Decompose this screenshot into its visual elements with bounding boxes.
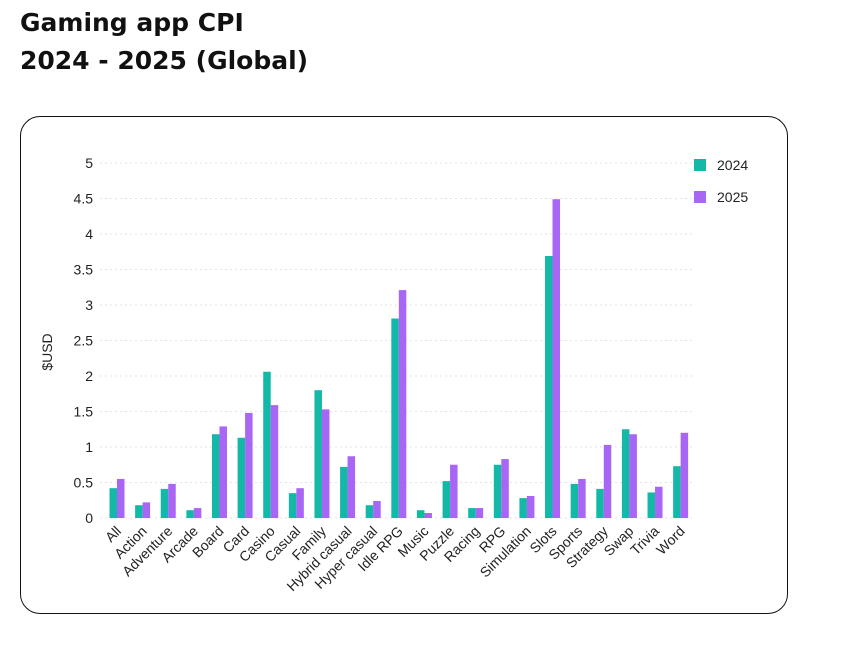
y-tick-label: 0 [85, 510, 93, 526]
y-tick-label: 3.5 [74, 262, 94, 278]
bar-2024[interactable] [186, 510, 194, 518]
legend-label[interactable]: 2025 [717, 189, 748, 205]
bar-2025[interactable] [347, 456, 356, 518]
x-category-label: Swap [600, 523, 636, 559]
bar-2024[interactable] [237, 437, 246, 518]
bar-2025[interactable] [603, 444, 612, 518]
y-axis-label: $USD [39, 333, 55, 370]
y-tick-label: 5 [85, 155, 93, 171]
bar-2025[interactable] [526, 495, 535, 518]
bar-2024[interactable] [314, 390, 322, 518]
bar-2025[interactable] [373, 500, 381, 518]
bar-2025[interactable] [321, 409, 330, 518]
x-axis-category-labels: AllActionAdventureArcadeBoardCardCasinoC… [102, 523, 688, 594]
bar-2025[interactable] [629, 434, 637, 518]
legend-swatch [694, 191, 706, 203]
bar-2025[interactable] [142, 502, 151, 518]
y-tick-label: 4.5 [74, 191, 94, 207]
bar-2024[interactable] [493, 464, 502, 518]
y-tick-label: 2 [85, 368, 93, 384]
bar-2024[interactable] [570, 483, 579, 518]
bar-2025[interactable] [193, 508, 202, 518]
bar-2025[interactable] [680, 432, 689, 518]
bar-2025[interactable] [296, 488, 304, 518]
bar-2024[interactable] [647, 492, 656, 518]
bar-2025[interactable] [219, 426, 227, 518]
y-axis-ticks: 0 0.5 1 1.5 2 2.5 3 3.5 4 4.5 5 [74, 155, 94, 526]
bar-2025[interactable] [450, 464, 458, 518]
bar-2025[interactable] [552, 199, 561, 518]
bar-2024[interactable] [545, 256, 553, 518]
legend-label[interactable]: 2024 [717, 157, 748, 173]
x-category-label: Trivia [627, 523, 662, 558]
bar-2024[interactable] [621, 429, 630, 518]
y-tick-label: 0.5 [74, 475, 94, 491]
bar-2025[interactable] [117, 478, 125, 518]
bar-2024[interactable] [160, 488, 169, 518]
y-tick-label: 1.5 [74, 404, 94, 420]
bar-2025[interactable] [475, 508, 484, 518]
y-tick-label: 1 [85, 439, 93, 455]
x-category-label: Word [653, 523, 688, 558]
bar-2025[interactable] [398, 290, 407, 518]
bar-2025[interactable] [501, 459, 509, 518]
page-title: Gaming app CPI 2024 - 2025 (Global) [20, 4, 308, 80]
y-tick-label: 3 [85, 297, 93, 313]
bar-2024[interactable] [263, 371, 271, 518]
bar-2024[interactable] [673, 466, 681, 518]
bar-2025[interactable] [424, 513, 432, 518]
bar-2024[interactable] [519, 498, 527, 518]
bar-2025[interactable] [578, 478, 586, 518]
bar-2025[interactable] [245, 412, 253, 518]
bar-2024[interactable] [340, 466, 348, 518]
legend-swatch [694, 159, 706, 171]
bar-2024[interactable] [211, 434, 220, 518]
bar-2024[interactable] [135, 505, 143, 518]
bar-2025[interactable] [270, 405, 279, 518]
bar-2024[interactable] [365, 505, 374, 518]
bar-2024[interactable] [596, 488, 604, 518]
bar-2024[interactable] [109, 488, 118, 518]
bar-2024[interactable] [442, 481, 451, 518]
title-line-1: Gaming app CPI [20, 8, 244, 37]
title-line-2: 2024 - 2025 (Global) [20, 46, 309, 75]
y-tick-label: 2.5 [74, 333, 94, 349]
bars [109, 199, 689, 518]
legend[interactable]: 2024 2025 [694, 157, 748, 205]
bar-2024[interactable] [288, 493, 297, 518]
bar-2024[interactable] [468, 508, 476, 518]
bar-2025[interactable] [168, 483, 176, 518]
bar-2024[interactable] [391, 318, 399, 518]
bar-2024[interactable] [416, 510, 425, 518]
bar-2025[interactable] [655, 486, 663, 518]
y-tick-label: 4 [85, 226, 93, 242]
